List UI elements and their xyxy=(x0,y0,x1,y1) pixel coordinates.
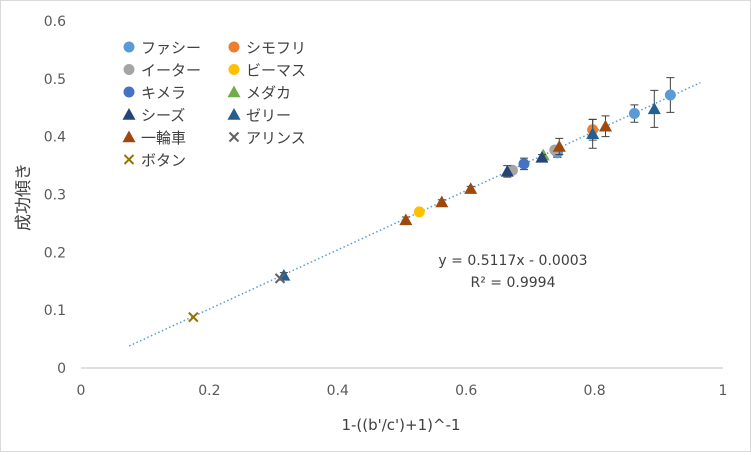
legend-item: メダカ xyxy=(227,84,291,102)
x-tick-label: 0.6 xyxy=(455,383,477,399)
legend-label: アリンス xyxy=(246,129,306,147)
trendline-r2-label: R² = 0.9994 xyxy=(471,275,556,291)
data-point xyxy=(464,182,478,194)
legend-marker xyxy=(122,108,136,120)
legend-label: イーター xyxy=(141,62,201,80)
data-point xyxy=(518,158,530,170)
legend-item: ゼリー xyxy=(227,107,291,125)
legend-label: シモフリ xyxy=(246,39,306,57)
y-tick-label: 0 xyxy=(57,361,66,377)
legend-label: メダカ xyxy=(246,84,291,102)
series-9 xyxy=(399,115,613,226)
legend-item: アリンス xyxy=(228,129,306,147)
legend-item: シモフリ xyxy=(228,39,306,57)
data-point xyxy=(274,273,286,284)
legend-item: ボタン xyxy=(123,152,186,170)
data-point xyxy=(552,139,566,152)
y-tick-label: 0.1 xyxy=(44,303,66,319)
legend-item: 一輪車 xyxy=(122,129,186,147)
x-tick-label: 0.8 xyxy=(583,383,605,399)
x-tick-label: 0 xyxy=(77,383,86,399)
tick-labels-layer: 0 0.2 0.4 0.6 0.8 1 0 0.1 0.2 0.3 0.4 0.5 0.6 xyxy=(44,14,728,399)
legend-label: ゼリー xyxy=(246,107,291,125)
x-tick-label: 1 xyxy=(719,383,728,399)
data-point xyxy=(586,127,600,139)
data-point xyxy=(599,119,613,132)
legend-marker xyxy=(227,85,241,98)
legend-label: ファシー xyxy=(141,39,201,57)
series-4 xyxy=(413,206,425,218)
y-axis-title: 成功傾き xyxy=(14,163,34,231)
data-point xyxy=(413,206,425,218)
legend-item: シーズ xyxy=(122,107,185,125)
legend-marker xyxy=(228,64,240,75)
x-tick-label: 0.2 xyxy=(198,383,220,399)
data-marks-layer xyxy=(188,77,676,323)
data-point xyxy=(628,108,640,120)
y-tick-label: 0.6 xyxy=(44,14,66,30)
legend-marker xyxy=(122,130,136,143)
series-7 xyxy=(500,150,549,178)
data-point xyxy=(399,213,413,226)
data-point xyxy=(664,89,676,101)
y-tick-label: 0.5 xyxy=(44,72,66,88)
trendline-equation-label: y = 0.5117x - 0.0003 xyxy=(438,253,587,269)
legend-marker xyxy=(123,86,135,98)
legend-marker xyxy=(228,131,240,143)
x-axis-title: 1-((b'/c')+1)^-1 xyxy=(341,416,460,434)
series-11 xyxy=(188,311,199,323)
data-point xyxy=(500,164,514,177)
legend-label: ビーマス xyxy=(246,62,306,80)
x-tick-label: 0.4 xyxy=(327,383,349,399)
legend-marker xyxy=(227,108,241,120)
data-point xyxy=(435,195,449,208)
legend-item: ファシー xyxy=(123,39,201,57)
series-10 xyxy=(274,273,286,284)
legend-marker xyxy=(123,64,135,75)
y-tick-label: 0.4 xyxy=(44,130,66,146)
legend-label: シーズ xyxy=(141,107,185,125)
series-1 xyxy=(551,77,676,159)
legend-label: キメラ xyxy=(141,84,186,102)
series-5 xyxy=(518,157,530,171)
y-tick-label: 0.3 xyxy=(44,188,66,204)
legend-marker xyxy=(123,41,135,53)
legend-item: キメラ xyxy=(123,84,186,102)
y-tick-label: 0.2 xyxy=(44,245,66,261)
data-point xyxy=(535,150,549,163)
legend-marker xyxy=(228,41,240,53)
data-point xyxy=(647,102,661,115)
data-point xyxy=(188,311,199,323)
legend-item: イーター xyxy=(123,62,201,80)
legend-label: 一輪車 xyxy=(141,129,186,147)
legend-item: ビーマス xyxy=(228,62,306,80)
legend-marker xyxy=(123,154,135,165)
legend-label: ボタン xyxy=(141,152,186,170)
